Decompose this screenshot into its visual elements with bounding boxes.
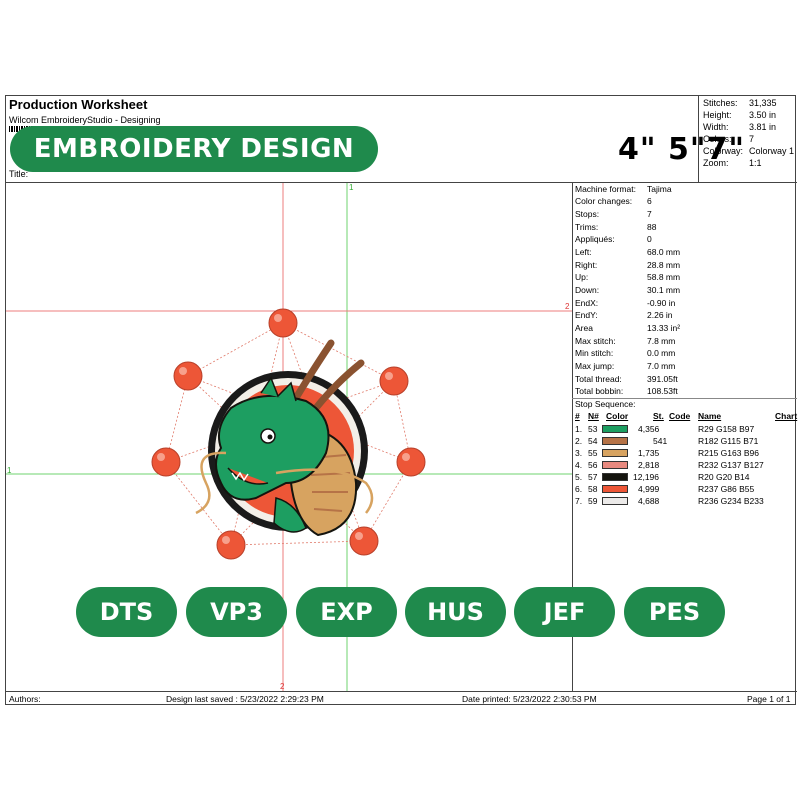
worksheet-title: Production Worksheet	[9, 97, 148, 112]
dragon-ball	[151, 447, 181, 477]
dragon-claw	[273, 497, 307, 533]
format-pill-exp: EXP	[296, 587, 397, 637]
dragon-ball	[173, 361, 203, 391]
seq-header-num: #	[575, 411, 580, 421]
dragon-ball	[349, 526, 379, 556]
color-swatch	[602, 461, 628, 469]
seq-header-chart: Chart	[775, 411, 798, 421]
design-stats-panel: Stitches: 31,335 Height: 3.50 in Width: 3.8…	[698, 96, 796, 182]
seq-header-code: Code	[669, 411, 691, 421]
info-color-changes: Color changes: 6	[575, 196, 652, 206]
dragon-teeth	[231, 471, 249, 482]
info-total-thread: Total thread: 391.05ft	[575, 374, 678, 384]
info-area: Area 13.33 in²	[575, 323, 681, 333]
stop-sequence-title: Stop Sequence:	[575, 399, 636, 409]
table-row: 3. 55 1,735 R215 G163 B96	[575, 448, 759, 458]
format-pill-pes: PES	[624, 587, 725, 637]
color-swatch	[602, 485, 628, 493]
stat-zoom: Zoom: 1:1	[703, 158, 762, 168]
guide-label-right: 2	[565, 302, 570, 311]
info-stops: Stops: 7	[575, 209, 652, 219]
machine-info-panel: Machine format: Tajima Color changes: 6 St…	[572, 183, 797, 691]
dragon-whiskers	[195, 451, 374, 515]
seq-header-n: N#	[588, 411, 599, 421]
info-left: Left: 68.0 mm	[575, 247, 681, 257]
seq-header-name: Name	[698, 411, 722, 421]
info-min-stitch: Min stitch: 0.0 mm	[575, 348, 676, 358]
table-row: 2. 54 541 R182 G115 B71	[575, 436, 759, 446]
dragon-mouth	[227, 467, 269, 485]
info-separator	[572, 398, 797, 399]
guide-label-top: 1	[349, 183, 354, 192]
dragon-ball	[396, 447, 426, 477]
page-number: Page 1 of 1	[747, 694, 791, 704]
dragon-ball	[268, 308, 298, 338]
info-machine-format: Machine format: Tajima	[575, 184, 672, 194]
authors-label: Authors:	[9, 694, 41, 704]
info-total-bobbin: Total bobbin: 108.53ft	[575, 386, 678, 396]
software-subtitle: Wilcom EmbroideryStudio - Designing	[9, 115, 161, 125]
dragon-belly-scales	[310, 454, 351, 512]
dragon-pupil	[267, 434, 273, 440]
info-endx: EndX: -0.90 in	[575, 298, 676, 308]
info-trims: Trims: 88	[575, 222, 657, 232]
info-max-jump: Max jump: 7.0 mm	[575, 361, 676, 371]
header-divider	[6, 182, 797, 183]
worksheet-footer: Authors: Design last saved : 5/23/2022 2…	[6, 691, 797, 706]
info-max-stitch: Max stitch: 7.8 mm	[575, 336, 676, 346]
dragon-ball	[379, 366, 409, 396]
info-up: Up: 58.8 mm	[575, 272, 681, 282]
info-right: Right: 28.8 mm	[575, 260, 681, 270]
stat-stitches: Stitches: 31,335	[703, 98, 777, 108]
seq-header-st: St.	[653, 411, 664, 421]
color-swatch	[602, 437, 628, 445]
color-swatch	[602, 425, 628, 433]
banner-text: EMBROIDERY DESIGN	[33, 134, 355, 164]
seq-header-color: Color	[606, 411, 629, 421]
table-row: 5. 57 12,196 R20 G20 B14	[575, 472, 750, 482]
color-swatch	[602, 473, 628, 481]
format-pill-dts: DTS	[76, 587, 177, 637]
table-row: 1. 53 4,356 R29 G158 B97	[575, 424, 755, 434]
dragon-horns	[292, 339, 365, 412]
color-swatch	[602, 497, 628, 505]
stat-colors: Colors: 7	[703, 134, 755, 144]
info-down: Down: 30.1 mm	[575, 285, 681, 295]
hoop-sizes-label: 4" 5"7"	[618, 132, 745, 167]
info-appliques: Appliqués: 0	[575, 234, 652, 244]
title-field-label: Title:	[9, 169, 29, 179]
dragon-balls	[151, 308, 426, 560]
dragon-crest	[260, 376, 297, 402]
format-pill-hus: HUS	[405, 587, 506, 637]
format-pill-vp3: VP3	[186, 587, 287, 637]
last-saved-text: Design last saved : 5/23/2022 2:29:23 PM	[166, 694, 324, 704]
table-row: 7. 59 4,688 R236 G234 B233	[575, 496, 764, 506]
info-endy: EndY: 2.26 in	[575, 310, 673, 320]
format-pill-jef: JEF	[514, 587, 615, 637]
stat-colorway: Colorway: Colorway 1	[703, 146, 795, 156]
table-row: 6. 58 4,999 R237 G86 B55	[575, 484, 755, 494]
stat-height: Height: 3.50 in	[703, 110, 777, 120]
dragon-head	[215, 394, 330, 501]
dragon-ball	[216, 530, 246, 560]
guide-label-bottom: 2	[280, 682, 285, 691]
table-row: 4. 56 2,818 R232 G137 B127	[575, 460, 764, 470]
stat-width: Width: 3.81 in	[703, 122, 777, 132]
embroidery-design-banner: EMBROIDERY DESIGN	[10, 126, 378, 172]
guide-label-left: 1	[7, 466, 12, 475]
color-swatch	[602, 449, 628, 457]
date-printed-text: Date printed: 5/23/2022 2:30:53 PM	[462, 694, 597, 704]
